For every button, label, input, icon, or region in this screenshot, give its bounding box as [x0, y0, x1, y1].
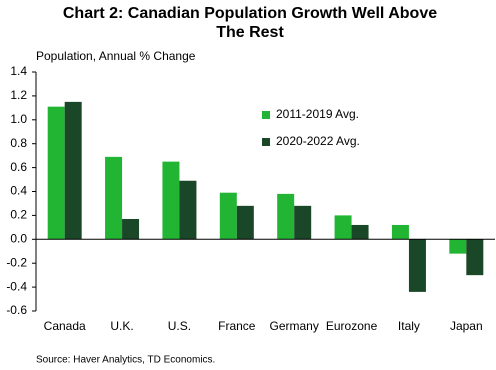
y-tick-label: 0.8 [10, 136, 27, 150]
x-tick-label: France [218, 319, 256, 333]
chart-title: The Rest [216, 24, 284, 41]
bar [351, 224, 369, 240]
bar [219, 192, 237, 240]
x-tick-label: Germany [270, 319, 319, 333]
y-tick-label: 1.2 [10, 88, 27, 102]
bar [122, 218, 140, 240]
y-axis-label: Population, Annual % Change [36, 49, 196, 63]
y-tick-label: -0.6 [6, 303, 27, 317]
bar [162, 161, 180, 240]
y-tick-label: -0.4 [6, 279, 27, 293]
legend-swatch [262, 138, 270, 146]
x-tick-label: Eurozone [326, 319, 378, 333]
bar [294, 205, 312, 240]
x-tick-label: Japan [450, 319, 483, 333]
x-tick-label: U.K. [110, 319, 133, 333]
legend-label: 2011-2019 Avg. [276, 107, 359, 121]
x-tick-label: Italy [398, 319, 420, 333]
bar [391, 224, 409, 240]
bar [179, 180, 197, 240]
bar [408, 239, 426, 292]
y-tick-label: 0.0 [10, 231, 27, 245]
chart-title: Chart 2: Canadian Population Growth Well… [63, 5, 437, 22]
bar [236, 205, 254, 240]
x-tick-label: U.S. [168, 319, 191, 333]
y-tick-label: 1.0 [10, 112, 27, 126]
bar [334, 215, 352, 240]
y-tick-label: 0.4 [10, 184, 27, 198]
y-tick-label: -0.2 [6, 255, 27, 269]
bar [449, 239, 467, 254]
source: Source: Haver Analytics, TD Economics. [36, 355, 215, 366]
y-tick-label: 0.6 [10, 160, 27, 174]
bar [466, 239, 484, 276]
x-tick-label: Canada [44, 319, 86, 333]
legend-label: 2020-2022 Avg. [276, 134, 360, 148]
bar [64, 101, 82, 240]
y-tick-label: 1.4 [10, 64, 27, 78]
bar [47, 106, 65, 240]
bar [277, 193, 295, 240]
bar [105, 156, 123, 240]
y-tick-label: 0.2 [10, 208, 27, 222]
legend-swatch [262, 111, 270, 119]
